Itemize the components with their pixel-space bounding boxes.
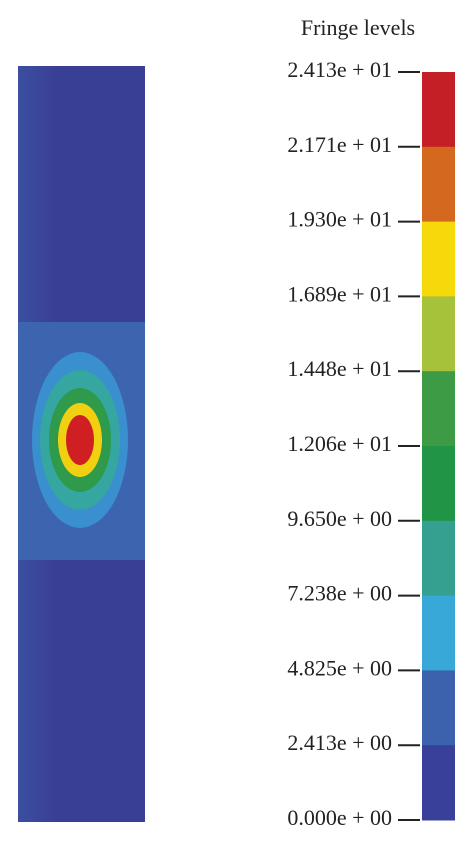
color-band — [422, 446, 455, 522]
color-band — [422, 72, 455, 148]
contour-column — [18, 66, 145, 822]
color-band — [422, 296, 455, 372]
level-label: 1.448e + 01 — [287, 356, 392, 381]
color-band — [422, 520, 455, 597]
level-label: 4.825e + 00 — [287, 655, 392, 680]
color-band — [422, 371, 455, 447]
level-label: 7.238e + 00 — [287, 581, 392, 606]
level-label: 2.413e + 01 — [287, 57, 392, 82]
color-band — [422, 745, 455, 821]
legend-title: Fringe levels — [301, 15, 415, 40]
color-band — [422, 221, 455, 297]
color-band — [422, 146, 455, 223]
level-label: 9.650e + 00 — [287, 506, 392, 531]
level-label: 1.689e + 01 — [287, 281, 392, 306]
level-label: 2.171e + 01 — [287, 132, 392, 157]
level-label: 1.930e + 01 — [287, 207, 392, 232]
color-band — [422, 595, 455, 671]
contour-band — [66, 415, 94, 465]
color-band — [422, 670, 455, 746]
level-label: 2.413e + 00 — [287, 730, 392, 755]
level-label: 1.206e + 01 — [287, 431, 392, 456]
level-label: 0.000e + 00 — [287, 805, 392, 830]
